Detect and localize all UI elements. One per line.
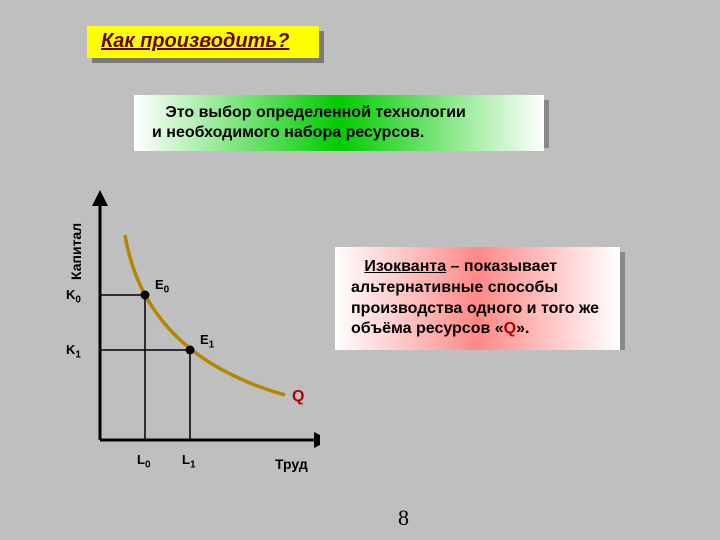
y-axis-label: Капитал [68, 223, 84, 280]
page-number: 8 [398, 505, 409, 531]
chart: Капитал Труд K0 K1 L0 L1 E0 E1 Q [60, 180, 320, 480]
title-box: Как производить? [87, 26, 319, 58]
label-e1: E1 [200, 332, 214, 351]
label-e0: E0 [155, 277, 169, 296]
label-l0: L0 [137, 452, 151, 471]
greenbox-line2: и необходимого набора ресурсов. [152, 124, 424, 141]
label-k1: K1 [66, 342, 81, 361]
redbox-q: Q [504, 320, 516, 337]
greenbox: Это выбор определенной технологии и необ… [134, 95, 544, 151]
label-k0: K0 [66, 287, 81, 306]
redbox-underlined: Изокванта [364, 258, 446, 275]
label-q: Q [292, 388, 304, 406]
redbox: Изокванта – показывает альтернативные сп… [335, 247, 620, 350]
title-text: Как производить? [101, 30, 289, 52]
x-axis-label: Труд [275, 456, 308, 472]
redbox-tail: ». [516, 320, 529, 337]
chart-svg [60, 180, 320, 480]
greenbox-line1: Это выбор определенной технологии [165, 104, 466, 121]
label-l1: L1 [182, 452, 196, 471]
